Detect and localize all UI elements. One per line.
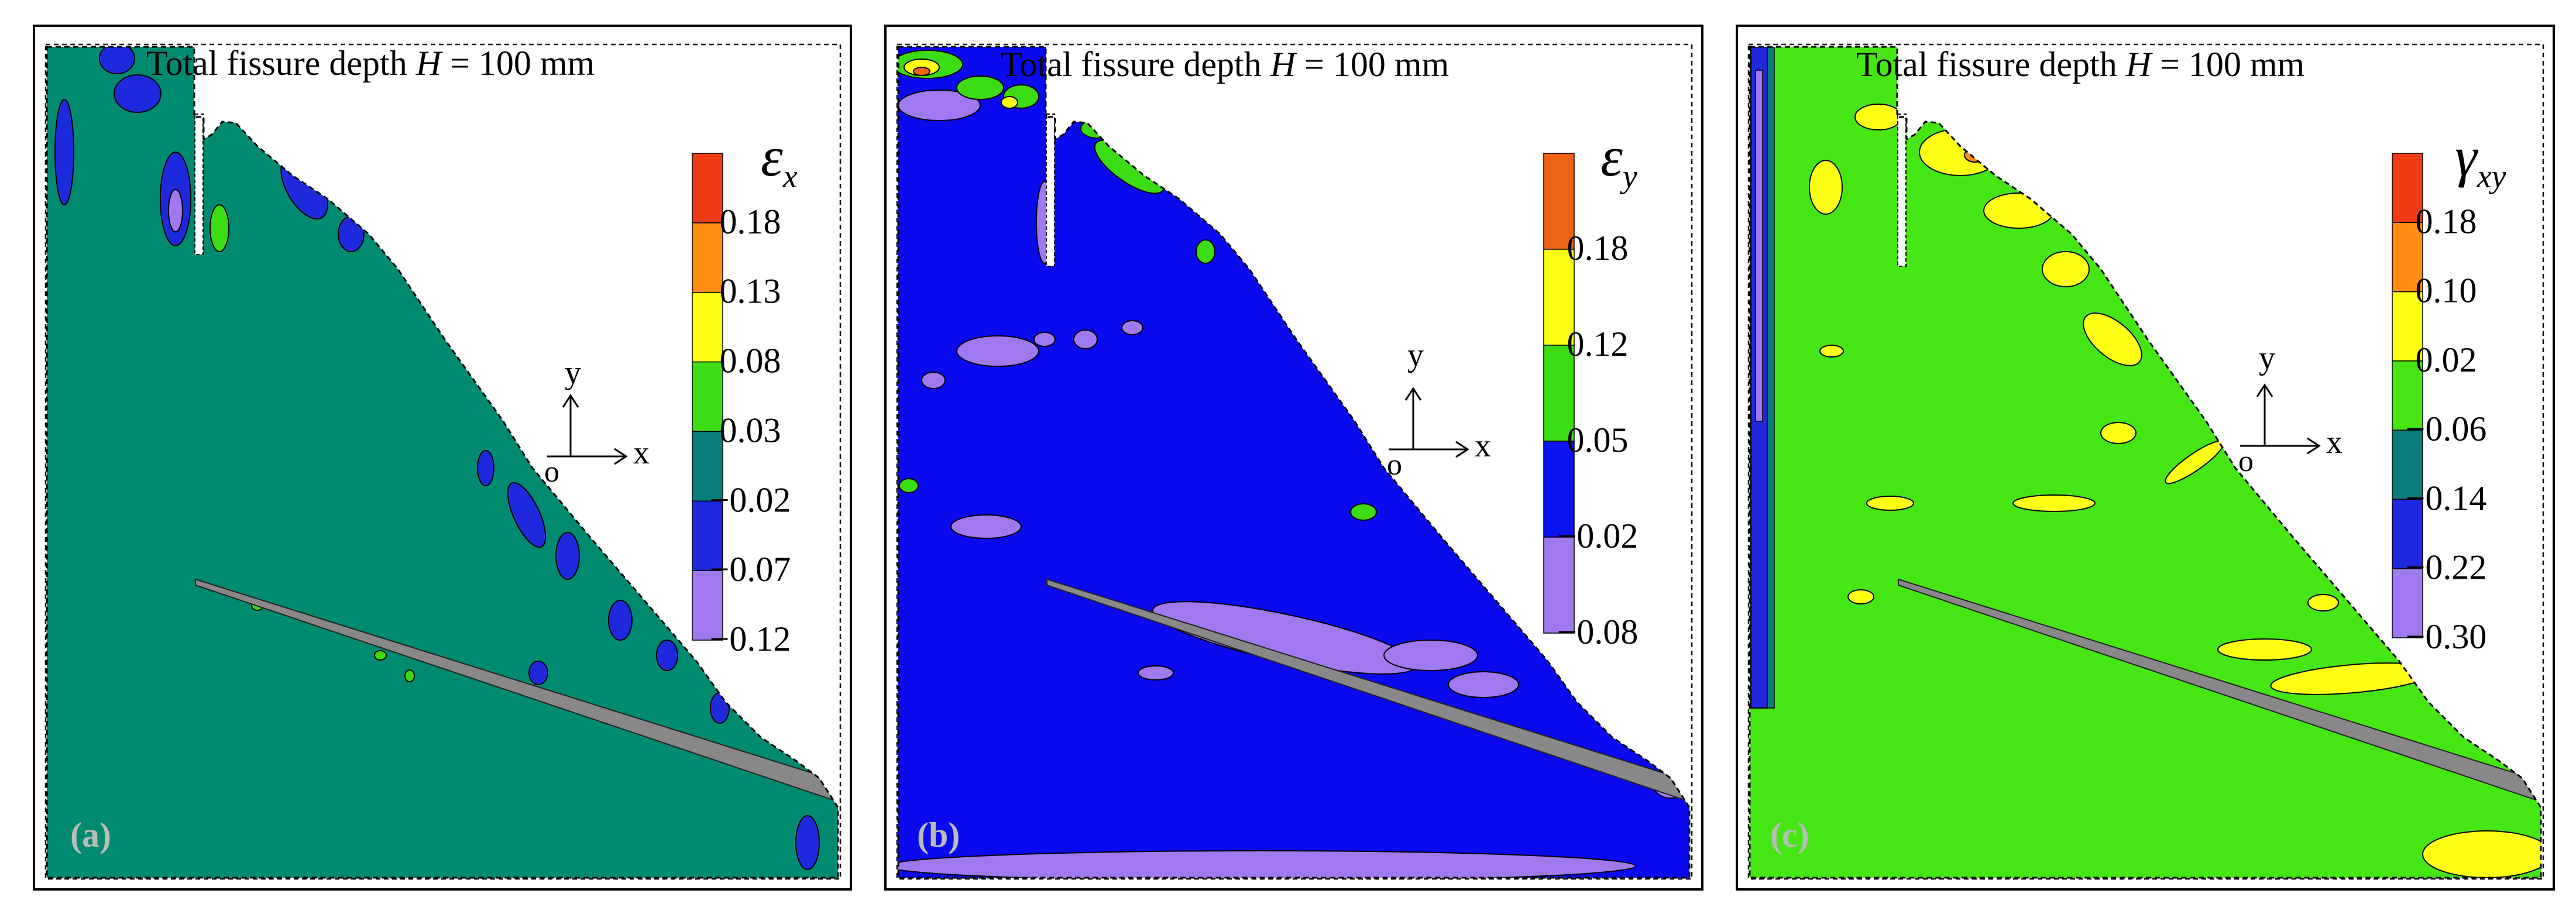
panel-a-axes-glyph <box>547 394 628 465</box>
legend-swatch <box>1543 537 1575 634</box>
legend-tick-label: 0.13 <box>720 272 781 311</box>
legend-tick-label: −0.07 <box>710 550 791 589</box>
panel-a-anchor-bar <box>195 578 838 803</box>
panel-b-axis-y: y <box>1407 337 1424 373</box>
panel-c-axis-x: x <box>2326 424 2343 461</box>
legend-tick-label: 0.18 <box>1567 229 1629 267</box>
panel-b-anchor-bar <box>1046 578 1689 803</box>
legend-tick-label: −0.02 <box>710 480 791 519</box>
panel-a-label: (a) <box>70 816 111 854</box>
legend-swatch <box>692 500 723 571</box>
legend-swatch <box>1543 345 1575 442</box>
legend-tick-label: 0.05 <box>1567 421 1629 459</box>
legend-swatch <box>2392 499 2423 569</box>
panel-a-legend: 0.18 0.13 0.08 0.03 −0.02 −0.07 −0.12 <box>692 153 791 658</box>
panel-c-dashed-border <box>1747 43 2544 880</box>
legend-swatch <box>2392 153 2423 224</box>
legend-tick-label: 0.12 <box>1567 325 1629 363</box>
legend-swatch <box>2392 291 2423 362</box>
legend-tick-label: −0.30 <box>2406 617 2487 656</box>
panel-b-axes-glyph <box>1389 387 1469 458</box>
legend-swatch <box>2392 222 2423 293</box>
panel-a-axis-x: x <box>633 435 650 471</box>
panel-b-dashed-border <box>896 43 1693 880</box>
legend-swatch <box>1543 441 1575 538</box>
legend-tick-label: 0.18 <box>2416 202 2477 240</box>
legend-swatch <box>2392 568 2423 638</box>
legend-tick-label: 0.03 <box>720 411 781 449</box>
panel-b-axis-x: x <box>1475 428 1491 464</box>
panel-c-contours <box>1750 47 2541 878</box>
legend-tick-label: 0.18 <box>720 202 781 241</box>
panel-b-legend: 0.18 0.12 0.05 −0.02 −0.08 <box>1543 153 1639 651</box>
legend-swatch <box>692 361 723 432</box>
legend-swatch <box>2392 360 2423 431</box>
panel-a: Total fissure depth H = 100 mm y x o εx … <box>33 25 852 891</box>
panel-c-legend: 0.18 0.10 0.02 −0.06 −0.14 −0.22 −0.30 <box>2392 153 2486 656</box>
panel-c: Total fissure depth H = 100 mm y x o γxy… <box>1736 25 2555 891</box>
panel-c-label: (c) <box>1770 816 1809 854</box>
legend-tick-label: 0.10 <box>2416 272 2477 310</box>
legend-swatch <box>692 291 723 363</box>
panel-c-title: Total fissure depth H = 100 mm <box>1856 45 2304 84</box>
legend-tick-label: −0.02 <box>1557 517 1639 555</box>
legend-tick-label: −0.14 <box>2406 479 2487 517</box>
legend-swatch <box>692 431 723 502</box>
panel-b-label: (b) <box>917 816 960 854</box>
panel-b: Total fissure depth H = 100 mm y x o εy … <box>884 25 1703 891</box>
legend-tick-label: −0.22 <box>2406 548 2487 587</box>
panel-a-symbol: εx <box>761 125 798 195</box>
legend-tick-label: −0.12 <box>710 620 791 658</box>
panel-a-dashed-border <box>44 43 842 880</box>
legend-tick-label: 0.02 <box>2416 341 2477 379</box>
panel-c-axis-origin: o <box>2238 445 2254 478</box>
legend-tick-label: −0.08 <box>1557 613 1639 651</box>
panel-c-anchor-bar <box>1898 578 2541 803</box>
panel-c-symbol: γxy <box>2455 125 2506 195</box>
panel-b-symbol: εy <box>1600 125 1637 195</box>
panel-a-title: Total fissure depth H = 100 mm <box>146 44 595 83</box>
panel-c-fissure <box>1897 114 1907 267</box>
legend-swatch <box>692 570 723 641</box>
panel-a-axis-origin: o <box>544 455 559 489</box>
panel-c-axes-glyph <box>2240 383 2321 455</box>
legend-tick-label: −0.06 <box>2406 410 2487 448</box>
legend-swatch <box>2392 429 2423 500</box>
legend-swatch <box>692 222 723 293</box>
panel-b-axis-origin: o <box>1387 448 1402 482</box>
legend-swatch <box>692 153 723 224</box>
legend-swatch <box>1543 249 1575 346</box>
panel-a-axis-y: y <box>565 355 581 391</box>
panel-c-axis-y: y <box>2259 340 2275 376</box>
legend-tick-label: 0.08 <box>720 342 781 380</box>
panel-b-fissure <box>1046 114 1055 267</box>
panel-a-fissure <box>194 114 204 255</box>
panel-b-title: Total fissure depth H = 100 mm <box>1001 45 1449 84</box>
